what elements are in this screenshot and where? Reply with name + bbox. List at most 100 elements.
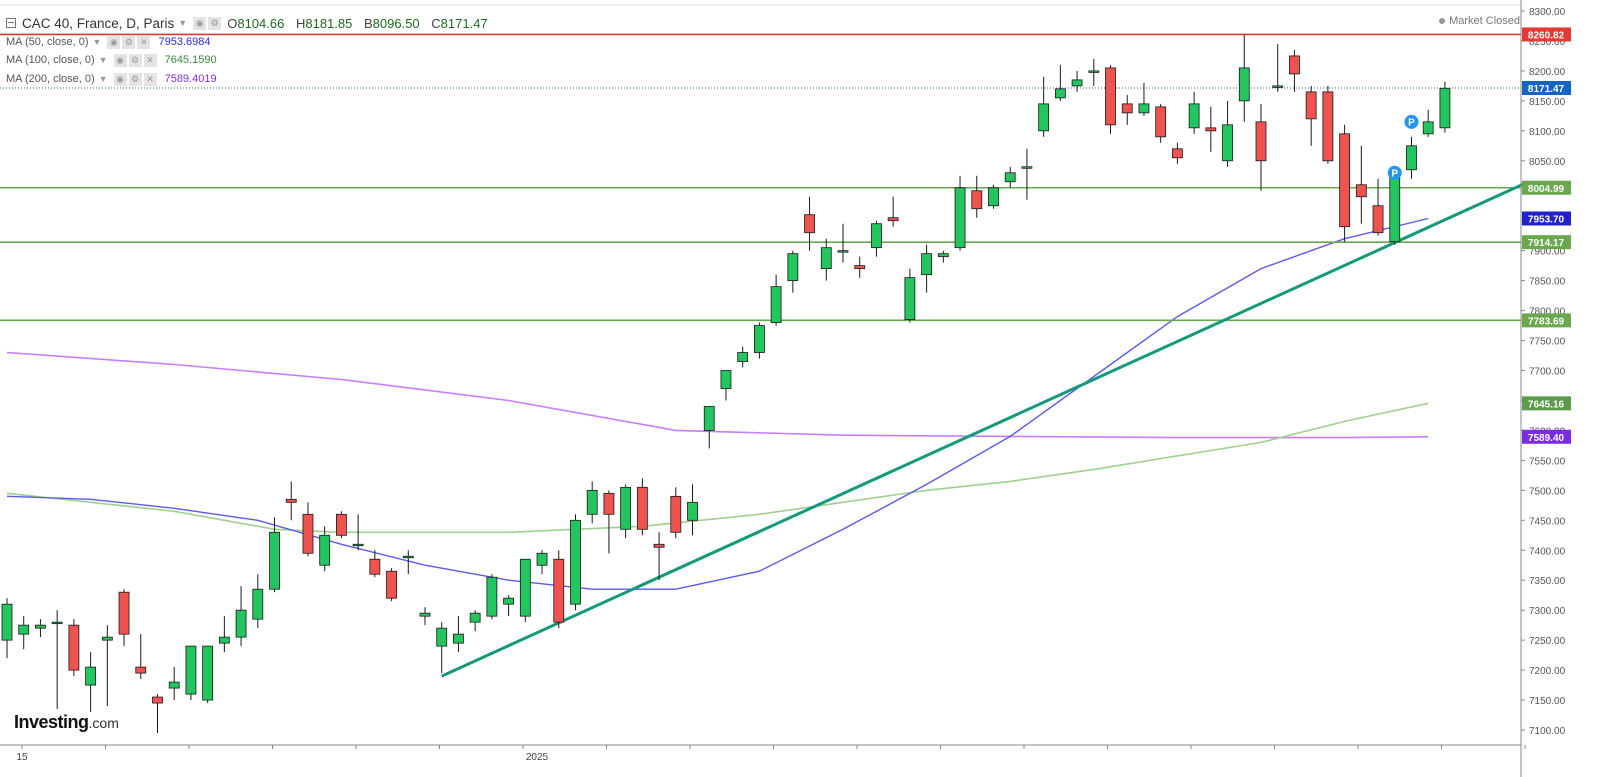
price-label-text: 7953.70 <box>1528 214 1565 225</box>
candle <box>1188 91 1200 134</box>
candle-body <box>570 519 581 605</box>
candle <box>352 514 364 551</box>
candle <box>319 526 331 572</box>
candle-body <box>670 495 682 533</box>
candle-body <box>1172 148 1183 159</box>
trendline <box>441 180 1530 678</box>
candle <box>820 238 832 281</box>
candle-body <box>1355 184 1367 198</box>
candle-body <box>202 645 214 701</box>
y-tick-label: 7900.00 <box>1529 247 1566 258</box>
candle-body <box>988 187 999 207</box>
candle <box>1172 142 1183 164</box>
candle <box>720 370 732 401</box>
settings-icon[interactable]: ⚙ <box>122 35 136 49</box>
price-label-box <box>1522 81 1571 96</box>
price-label-text: 8171.47 <box>1528 84 1565 95</box>
y-tick-label: 7850.00 <box>1529 277 1566 288</box>
y-tick-label: 8100.00 <box>1529 127 1566 138</box>
chevron-down-icon[interactable]: ▼ <box>92 37 102 47</box>
candle <box>1272 43 1284 92</box>
settings-icon[interactable]: ⚙ <box>208 16 222 30</box>
indicator-ma200[interactable]: MA (200, close, 0) ▼ ◉ ⚙ ✕ 7589.4019 <box>6 71 217 87</box>
candle <box>1389 172 1401 245</box>
indicator-label[interactable]: MA (200, close, 0) <box>6 73 95 85</box>
candle <box>804 196 815 251</box>
candle <box>586 481 598 524</box>
y-tick-label: 7200.00 <box>1529 666 1566 677</box>
close-icon[interactable]: ✕ <box>143 53 157 67</box>
logo-suffix: .com <box>88 715 119 731</box>
candle-body <box>135 666 147 674</box>
high-label: H <box>295 15 306 31</box>
candle <box>453 616 464 653</box>
y-tick-label: 7550.00 <box>1529 456 1566 467</box>
candle <box>185 645 197 701</box>
candle-body <box>620 486 632 530</box>
chevron-down-icon[interactable]: ▼ <box>98 55 108 65</box>
candle-body <box>18 624 30 635</box>
candle <box>1372 178 1384 236</box>
candle-body <box>754 325 765 353</box>
close-icon[interactable]: ✕ <box>143 72 157 86</box>
candle <box>1255 103 1267 191</box>
candle-body <box>787 253 799 282</box>
collapse-icon[interactable] <box>6 18 16 28</box>
eye-icon[interactable]: ◉ <box>107 35 121 49</box>
candle-body <box>1238 67 1250 102</box>
candle-body <box>636 486 648 530</box>
open-value: 8104.66 <box>237 15 285 31</box>
indicator-label[interactable]: MA (50, close, 0) <box>6 36 89 48</box>
candle <box>703 406 715 449</box>
settings-icon[interactable]: ⚙ <box>128 72 142 86</box>
indicator-label[interactable]: MA (100, close, 0) <box>6 54 95 66</box>
candle-body <box>503 597 515 605</box>
y-tick-label: 7400.00 <box>1529 546 1566 557</box>
candle-body <box>218 636 230 644</box>
candle-body <box>804 214 815 234</box>
candle <box>1105 64 1116 134</box>
candle <box>218 616 230 653</box>
eye-icon[interactable]: ◉ <box>113 72 127 86</box>
price-label-text: 7589.40 <box>1528 433 1565 444</box>
candle-body <box>402 555 414 559</box>
eye-icon[interactable]: ◉ <box>113 53 127 67</box>
candle-body <box>737 352 749 362</box>
indicator-value: 7645.1590 <box>164 54 217 66</box>
candle <box>18 616 30 650</box>
price-label-last: 8171.47 <box>1522 81 1571 96</box>
y-tick-label: 7500.00 <box>1529 486 1566 497</box>
indicator-ma50[interactable]: MA (50, close, 0) ▼ ◉ ⚙ ✕ 7953.6984 <box>6 34 210 50</box>
candle <box>1339 124 1350 242</box>
chevron-down-icon[interactable]: ▼ <box>98 74 108 84</box>
market-status-text: Market Closed <box>1449 15 1520 27</box>
indicator-value: 7953.6984 <box>158 36 211 48</box>
close-icon[interactable]: ✕ <box>137 35 151 49</box>
candle <box>636 478 648 536</box>
symbol-title[interactable]: CAC 40, France, D, Paris <box>22 15 175 31</box>
y-tick-label: 7100.00 <box>1529 726 1566 737</box>
indicator-value: 7589.4019 <box>164 73 217 85</box>
candle-body <box>419 612 431 617</box>
candle <box>168 667 180 701</box>
low-label: B <box>363 15 373 31</box>
ma100-line <box>6 402 1429 534</box>
symbol-row: CAC 40, France, D, Paris ▼ ◉ ⚙ O8104.66 … <box>6 13 496 33</box>
candle-body <box>653 543 665 548</box>
indicator-ma100[interactable]: MA (100, close, 0) ▼ ◉ ⚙ ✕ 7645.1590 <box>6 52 217 68</box>
chevron-down-icon[interactable]: ▼ <box>178 18 188 28</box>
candle-body <box>1222 124 1233 162</box>
candle-body <box>386 570 397 599</box>
price-label-box <box>1522 396 1571 411</box>
candle-body <box>1 603 13 641</box>
price-label-box <box>1522 211 1571 226</box>
candle-body <box>1305 91 1317 120</box>
candle <box>68 619 80 677</box>
candle <box>1406 136 1417 179</box>
candle <box>1155 103 1167 143</box>
market-status: Market Closed <box>1439 15 1520 27</box>
settings-icon[interactable]: ⚙ <box>128 53 142 67</box>
eye-icon[interactable]: ◉ <box>193 16 207 30</box>
candle-body <box>1004 172 1016 183</box>
